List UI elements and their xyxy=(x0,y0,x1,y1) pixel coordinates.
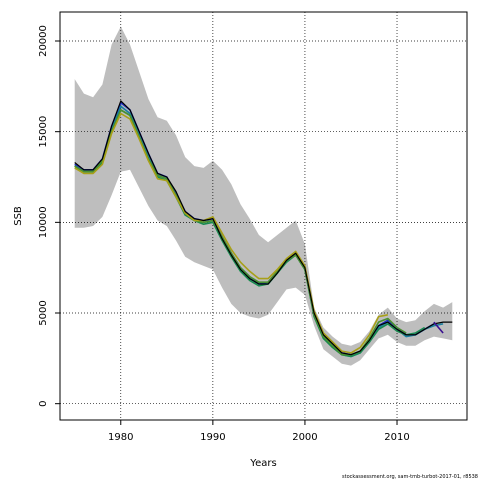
confidence-band-group xyxy=(74,26,453,366)
y-tick-label-15000: 15000 xyxy=(38,116,49,148)
plot-frame xyxy=(59,11,468,421)
axes-group: 1980 1990 2000 2010 0 5000 10000 15000 20000 xyxy=(38,25,410,443)
series-line-5 xyxy=(74,112,388,354)
x-tick-label-1990: 1990 xyxy=(200,432,225,443)
y-tick-label-10000: 10000 xyxy=(38,206,49,238)
x-tick-label-2000: 2000 xyxy=(292,432,317,443)
series-lines-group xyxy=(74,100,453,358)
x-axis-title: Years xyxy=(249,458,276,469)
x-tick-label-1980: 1980 xyxy=(108,432,133,443)
gridlines-group xyxy=(60,12,467,420)
series-line-6 xyxy=(74,100,453,356)
y-axis-title: SSB xyxy=(13,206,24,226)
series-line-tail xyxy=(433,321,444,334)
credit-note: stockassessment.org, sam-tmb-turbot-2017… xyxy=(342,474,478,480)
confidence-band xyxy=(74,26,453,366)
x-tick-label-2010: 2010 xyxy=(384,432,409,443)
y-tick-label-20000: 20000 xyxy=(38,25,49,57)
y-tick-label-5000: 5000 xyxy=(38,300,49,325)
y-tick-label-0: 0 xyxy=(38,400,49,406)
